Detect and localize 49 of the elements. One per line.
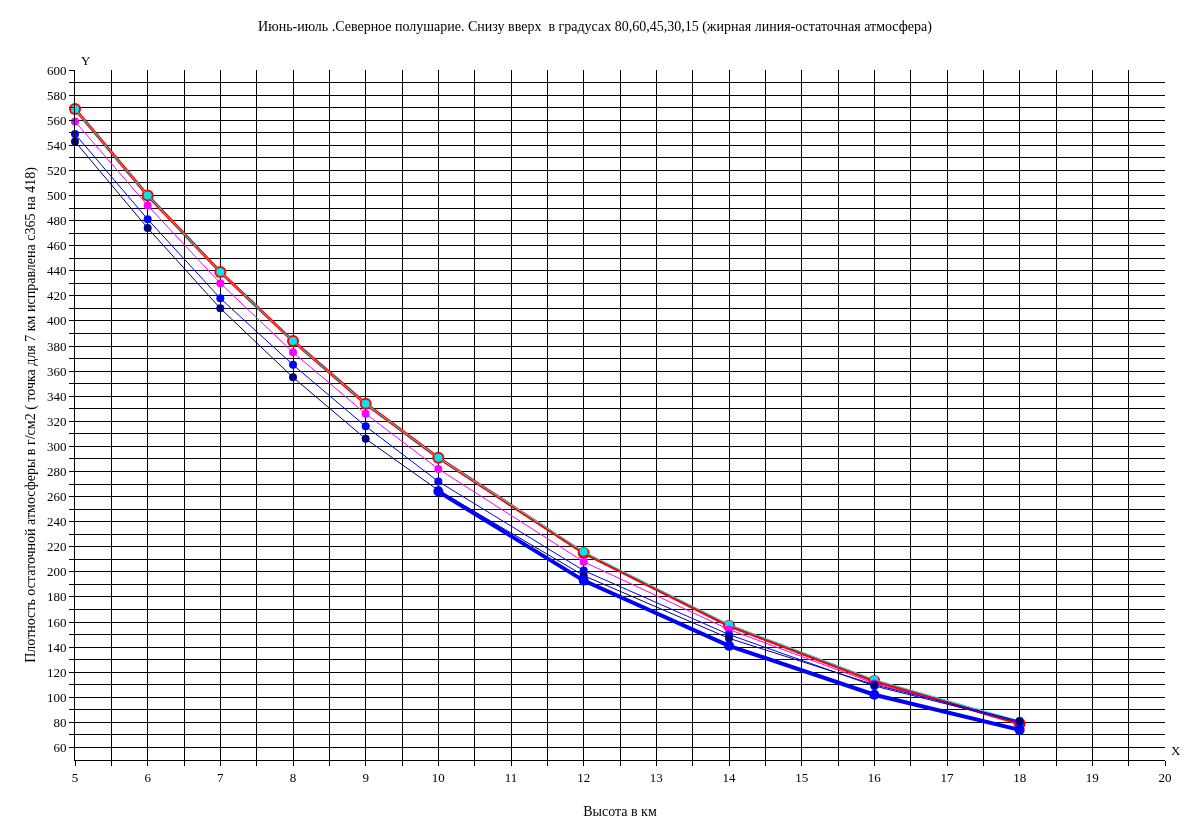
x-tick-label: 7: [217, 769, 225, 785]
y-tick-label: 340: [46, 388, 67, 404]
y-tick-label: 120: [46, 664, 67, 680]
y-tick-label: 180: [46, 589, 67, 605]
y-tick-label: 60: [53, 740, 67, 755]
x-tick-label: 15: [795, 769, 809, 785]
y-tick-label: 520: [46, 162, 67, 178]
y-tick-label: 320: [46, 413, 67, 429]
y-tick-label: 140: [46, 639, 67, 655]
y-tick-label: 100: [46, 689, 67, 705]
y-tick-label: 240: [46, 514, 67, 530]
y-tick-label: 400: [46, 313, 67, 329]
text: Y: [81, 53, 91, 68]
x-tick-label: 17: [940, 769, 954, 785]
y-tick-label: 440: [46, 263, 67, 279]
x-tick-label: 11: [504, 769, 518, 785]
y-tick-label: 220: [46, 539, 67, 555]
y-tick-label: 160: [46, 614, 67, 630]
x-tick-label: 12: [577, 769, 591, 785]
x-tick-label: 6: [144, 769, 152, 785]
y-tick-label: 80: [53, 714, 67, 730]
x-axis-title: Высота в км: [583, 803, 657, 819]
y-tick-label: 540: [46, 137, 67, 153]
y-tick-label: 500: [46, 188, 67, 203]
x-tick-label: 18: [1013, 769, 1027, 785]
y-tick-label: 360: [46, 363, 67, 379]
x-tick-label: 10: [431, 769, 445, 785]
y-tick-label: 580: [46, 87, 67, 103]
x-tick-label: 5: [71, 769, 79, 785]
y-axis-title: Плотность остаточной атмосферы в г/см2 ( точка для 7 км исправлена с365 на 418): [22, 166, 39, 663]
y-tick-label: 460: [46, 238, 67, 254]
x-tick-label: 13: [649, 769, 663, 785]
text: X: [1171, 743, 1181, 758]
y-tick-label: 420: [46, 288, 67, 304]
y-tick-label: 280: [46, 464, 67, 479]
x-tick-label: 19: [1085, 769, 1099, 785]
x-tick-label: 20: [1158, 769, 1172, 785]
y-tick-label: 560: [46, 112, 67, 128]
x-tick-label: 9: [362, 769, 369, 785]
y-tick-label: 600: [46, 62, 67, 78]
y-tick-label: 260: [46, 489, 67, 505]
y-tick-label: 200: [46, 564, 67, 580]
x-tick-label: 14: [722, 769, 736, 785]
y-tick-label: 480: [46, 213, 67, 229]
x-tick-label: 16: [867, 769, 882, 785]
y-tick-label: 380: [46, 338, 67, 354]
x-tick-label: 8: [289, 769, 297, 785]
y-tick-label: 300: [46, 438, 67, 454]
chart-title: Июнь-июль .Северное полушарие. Снизу вверх в градусах 80,60,45,30,15 (жирная линия-остаточная атмосфера): [258, 18, 933, 35]
